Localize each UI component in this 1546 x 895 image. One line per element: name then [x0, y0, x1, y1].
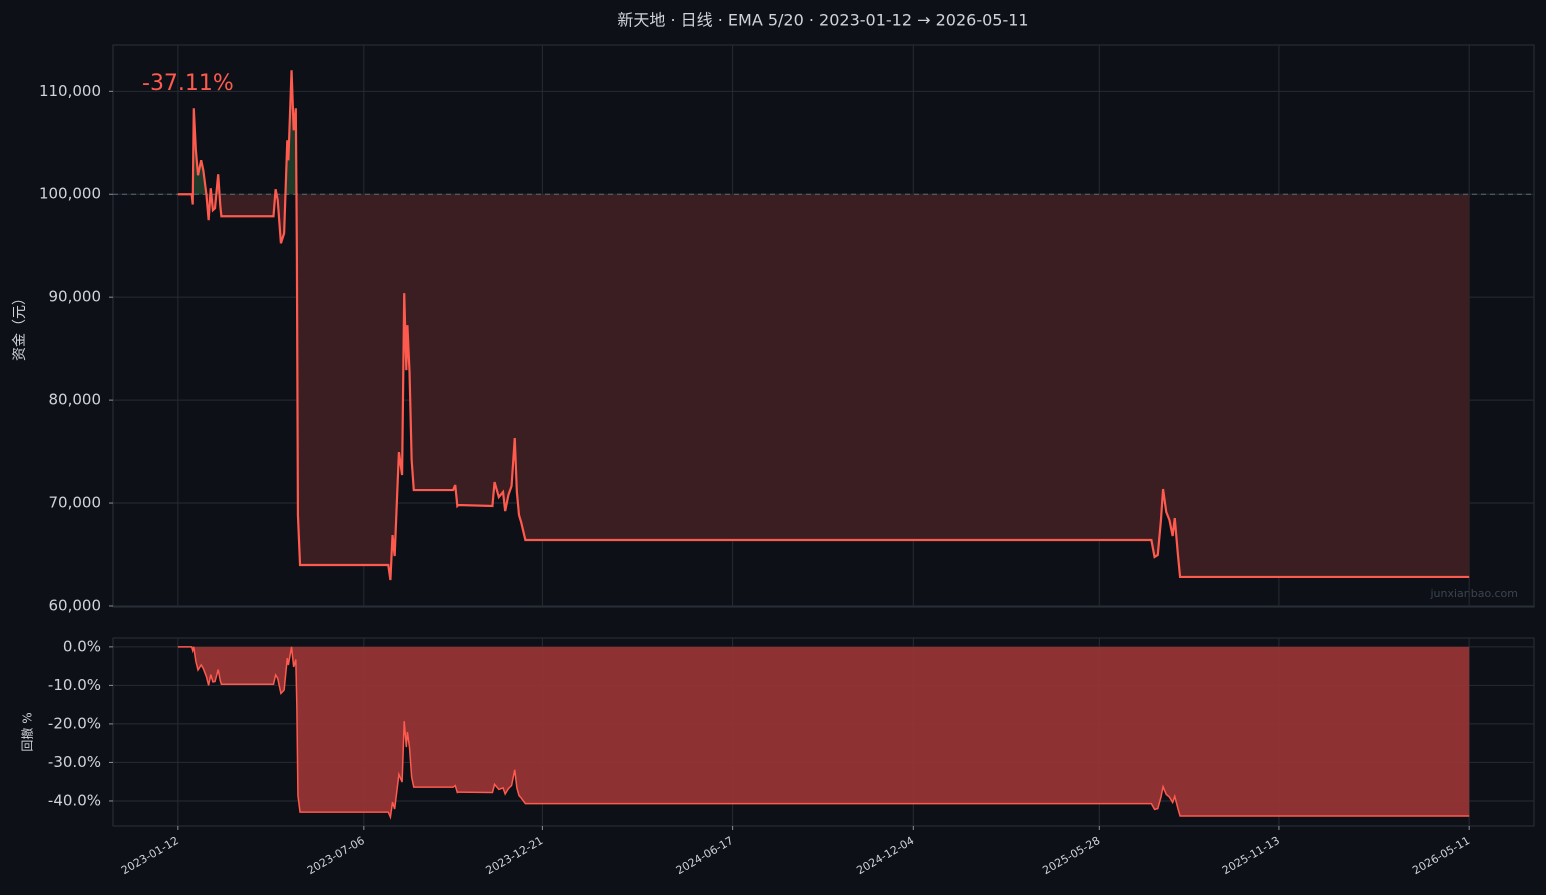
y-tick-label: 100,000: [39, 185, 101, 203]
y-tick-label: 110,000: [39, 82, 101, 100]
chart-title: 新天地 · 日线 · EMA 5/20 · 2023-01-12 → 2026-…: [617, 11, 1028, 30]
line: [177, 70, 1470, 581]
y-axis-label: 回撤 %: [20, 712, 35, 751]
plot-frame: [112, 44, 1535, 608]
y-axis-label: 资金（元）: [12, 291, 28, 361]
y-tick-label: 0.0%: [63, 637, 101, 655]
line: [177, 646, 1470, 820]
y-tick-label: 90,000: [49, 288, 102, 306]
watermark: junxianbao.com: [1429, 587, 1518, 600]
area: [177, 646, 1470, 818]
y-tick-label: -30.0%: [48, 753, 101, 771]
y-tick-label: -10.0%: [48, 676, 101, 694]
y-tick-label: -40.0%: [48, 791, 101, 809]
plot-frame: [112, 637, 1535, 827]
y-tick-label: 60,000: [49, 596, 102, 614]
y-tick-label: -20.0%: [48, 714, 101, 732]
y-tick-label: 70,000: [49, 494, 102, 512]
y-tick-label: 80,000: [49, 391, 102, 409]
annotation: -37.11%: [142, 71, 234, 96]
